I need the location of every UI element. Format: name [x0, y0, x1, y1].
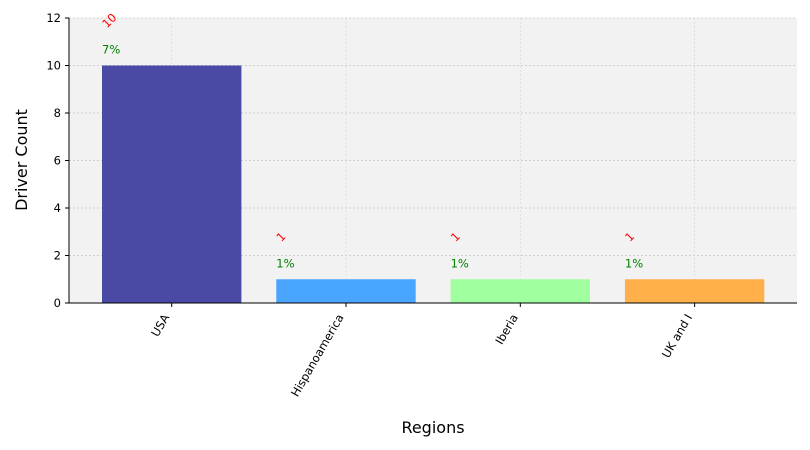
bar [276, 279, 416, 303]
y-axis-title: Driver Count [12, 109, 31, 211]
bar [624, 279, 765, 303]
x-tick-label: UK and I [659, 312, 695, 361]
percent-label: 1% [276, 256, 294, 270]
y-tick-label: 4 [54, 201, 61, 215]
x-tick-label: Iberia [492, 312, 520, 347]
y-tick-label: 6 [54, 154, 61, 168]
percent-label: 1% [625, 256, 643, 270]
bars [102, 65, 765, 303]
y-axis-ticks: 0 2 4 6 8 10 12 [46, 11, 69, 310]
y-tick-label: 0 [54, 296, 61, 310]
percent-label: 7% [102, 43, 120, 57]
x-axis-title: Regions [401, 418, 464, 437]
y-tick-label: 10 [46, 59, 61, 73]
x-tick-label: Hispanoamerica [288, 312, 347, 400]
bar [450, 279, 590, 303]
y-tick-label: 12 [46, 11, 61, 25]
y-tick-label: 2 [54, 249, 61, 263]
bar [102, 65, 242, 303]
percent-label: 1% [451, 256, 469, 270]
y-tick-label: 8 [54, 106, 61, 120]
x-axis-ticks: USA Hispanoamerica Iberia UK and I [148, 303, 695, 399]
x-tick-label: USA [148, 311, 172, 339]
